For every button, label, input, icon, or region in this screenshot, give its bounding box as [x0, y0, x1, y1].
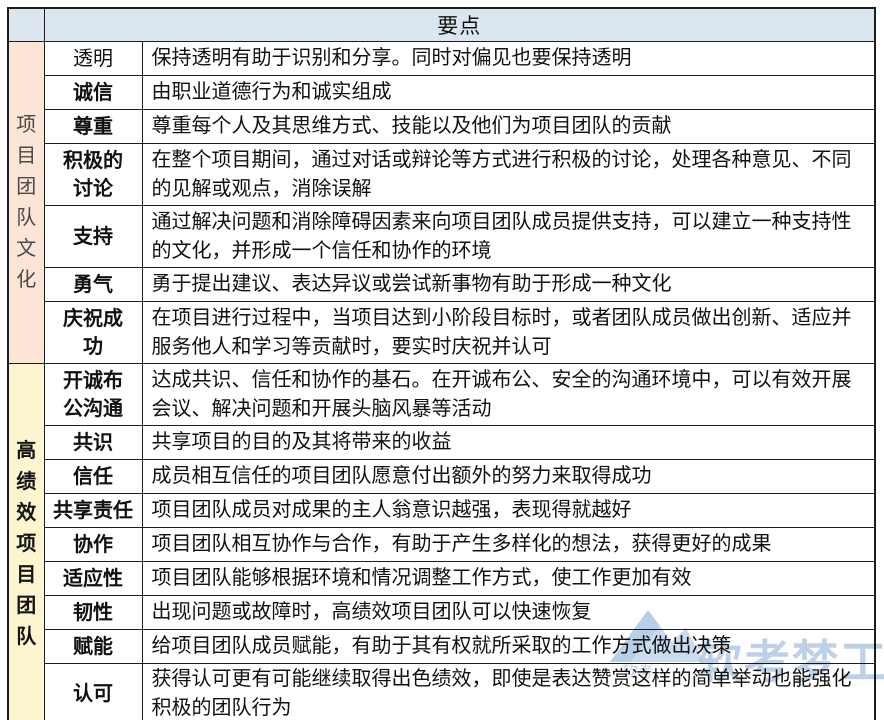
- table-row: 协作 项目团队相互协作与合作，有助于产生多样化的想法，获得更好的成果: [8, 527, 876, 562]
- key-points-table: 要点 项目团队文化 透明 保持透明有助于识别和分享。同时对偏见也要保持透明 诚信…: [7, 7, 876, 720]
- desc-cell: 在整个项目期间，通过对话或辩论等方式进行积极的讨论，处理各种意见、不同的见解或观…: [141, 143, 876, 206]
- section-label-project-team-culture: 项目团队文化: [7, 41, 45, 364]
- desc-cell: 达成共识、信任和协作的基石。在开诚布公、安全的沟通环境中，可以有效开展会议、解决…: [141, 363, 876, 426]
- desc-cell: 给项目团队成员赋能，有助于其有权就所采取的工作方式做出决策: [141, 629, 876, 664]
- term-cell: 韧性: [43, 595, 143, 630]
- table-row: 积极的 讨论 在整个项目期间，通过对话或辩论等方式进行积极的讨论，处理各种意见、…: [8, 143, 876, 206]
- term-cell: 信任: [43, 459, 143, 494]
- section-label-text: 项目团队文化: [16, 113, 37, 291]
- desc-cell: 保持透明有助于识别和分享。同时对偏见也要保持透明: [141, 41, 876, 76]
- term-cell: 共识: [43, 425, 143, 460]
- term-cell: 诚信: [43, 75, 143, 110]
- table-row: 项目团队文化 透明 保持透明有助于识别和分享。同时对偏见也要保持透明: [7, 41, 876, 364]
- term-cell: 认可: [43, 663, 143, 720]
- term-cell: 庆祝成 功: [43, 301, 143, 364]
- desc-cell: 勇于提出建议、表达异议或尝试新事物有助于形成一种文化: [141, 267, 876, 302]
- desc-cell: 共享项目的目的及其将带来的收益: [141, 425, 876, 460]
- term-cell: 勇气: [43, 267, 143, 302]
- desc-cell: 出现问题或故障时，高绩效项目团队可以快速恢复: [141, 595, 876, 630]
- table-header-row: 要点: [7, 7, 876, 42]
- term-cell: 积极的 讨论: [43, 143, 143, 206]
- table-row: 认可 获得认可更有可能继续取得出色绩效，即使是表达赞赏这样的简单举动也能强化积极…: [8, 663, 876, 720]
- term-cell: 支持: [43, 205, 143, 268]
- table-row: 适应性 项目团队能够根据环境和情况调整工作方式，使工作更加有效: [8, 561, 876, 596]
- section-label-high-performance-team: 高绩效项目团队: [7, 363, 45, 720]
- table-title: 要点: [43, 7, 876, 42]
- desc-cell: 在项目进行过程中，当项目达到小阶段目标时，或者团队成员做出创新、适应并服务他人和…: [141, 301, 876, 364]
- term-cell: 开诚布 公沟通: [43, 363, 143, 426]
- table-row: 赋能 给项目团队成员赋能，有助于其有权就所采取的工作方式做出决策: [8, 629, 876, 664]
- table-row: 支持 通过解决问题和消除障碍因素来向项目团队成员提供支持，可以建立一种支持性的文…: [8, 205, 876, 268]
- table-row: 韧性 出现问题或故障时，高绩效项目团队可以快速恢复: [8, 595, 876, 630]
- desc-cell: 项目团队能够根据环境和情况调整工作方式，使工作更加有效: [141, 561, 876, 596]
- table-row: 尊重 尊重每个人及其思维方式、技能以及他们为项目团队的贡献: [8, 109, 876, 144]
- term-cell: 透明: [43, 41, 143, 76]
- table-row: 高绩效项目团队 开诚布 公沟通 达成共识、信任和协作的基石。在开诚布公、安全的沟…: [7, 363, 876, 720]
- term-cell: 尊重: [43, 109, 143, 144]
- desc-cell: 尊重每个人及其思维方式、技能以及他们为项目团队的贡献: [141, 109, 876, 144]
- desc-cell: 项目团队成员对成果的主人翁意识越强，表现得就越好: [141, 493, 876, 528]
- section-label-text: 高绩效项目团队: [16, 439, 37, 648]
- desc-cell: 获得认可更有可能继续取得出色绩效，即使是表达赞赏这样的简单举动也能强化积极的团队…: [141, 663, 876, 720]
- table-row: 共享责任 项目团队成员对成果的主人翁意识越强，表现得就越好: [8, 493, 876, 528]
- term-cell: 赋能: [43, 629, 143, 664]
- desc-cell: 通过解决问题和消除障碍因素来向项目团队成员提供支持，可以建立一种支持性的文化，并…: [141, 205, 876, 268]
- term-cell: 协作: [43, 527, 143, 562]
- table-row: 勇气 勇于提出建议、表达异议或尝试新事物有助于形成一种文化: [8, 267, 876, 302]
- table-row: 庆祝成 功 在项目进行过程中，当项目达到小阶段目标时，或者团队成员做出创新、适应…: [8, 301, 876, 364]
- term-cell: 适应性: [43, 561, 143, 596]
- table-row: 共识 共享项目的目的及其将带来的收益: [8, 425, 876, 460]
- term-cell: 共享责任: [43, 493, 143, 528]
- desc-cell: 由职业道德行为和诚实组成: [141, 75, 876, 110]
- table-row: 诚信 由职业道德行为和诚实组成: [8, 75, 876, 110]
- table-row: 信任 成员相互信任的项目团队愿意付出额外的努力来取得成功: [8, 459, 876, 494]
- desc-cell: 项目团队相互协作与合作，有助于产生多样化的想法，获得更好的成果: [141, 527, 876, 562]
- header-empty-cell: [7, 7, 45, 42]
- desc-cell: 成员相互信任的项目团队愿意付出额外的努力来取得成功: [141, 459, 876, 494]
